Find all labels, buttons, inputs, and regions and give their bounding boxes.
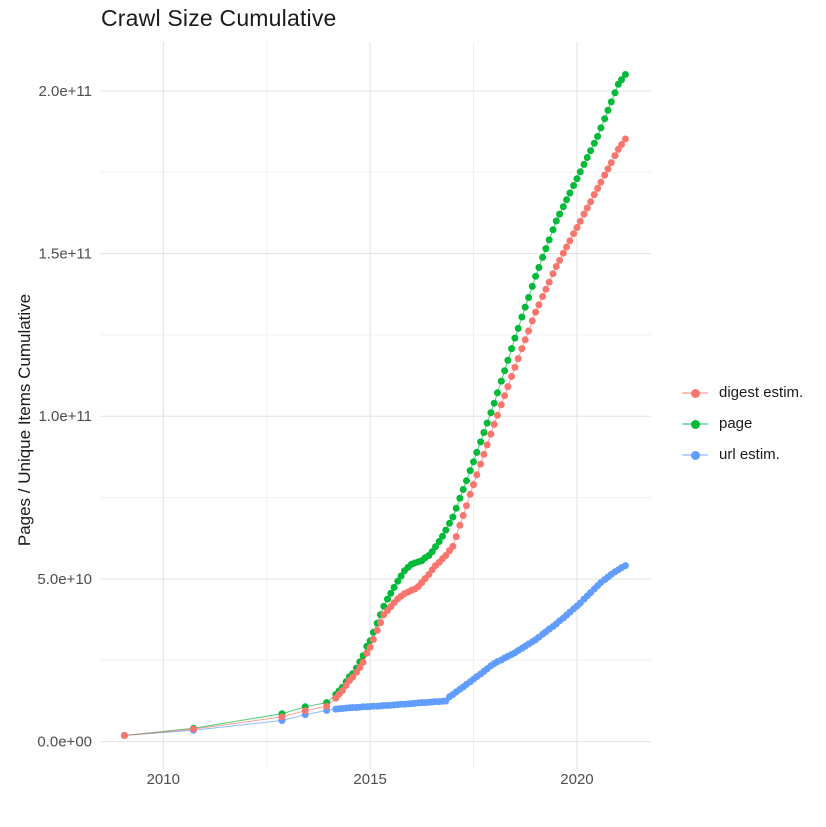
legend-item-digest-estim: digest estim. [682,377,803,408]
legend-item-page: page [682,408,803,439]
y-tick-label: 5.0e+10 [37,571,92,588]
legend-item-url-estim: url estim. [682,439,803,470]
y-tick-label: 2.0e+11 [38,83,92,100]
legend-label-url-estim: url estim. [719,446,780,463]
legend-label-page: page [719,415,753,432]
legend-label-digest-estim: digest estim. [719,384,804,401]
x-tick-label: 2015 [353,771,386,788]
chart-title: Crawl Size Cumulative [101,5,337,31]
axis-tick-labels: 0.0e+00 5.0e+10 1.0e+11 1.5e+11 2.0e+11 2010 2… [37,83,593,788]
grid-minor [100,42,651,769]
grid-major [100,42,651,769]
y-axis-title: Pages / Unique Items Cumulative [15,293,34,547]
legend-key-url-icon [682,448,708,462]
legend-key-digest-icon [682,386,708,400]
x-tick-label: 2010 [147,771,180,788]
series-url-estim [120,562,629,739]
x-tick-label: 2020 [560,771,593,788]
y-tick-label: 1.5e+11 [38,246,92,263]
legend: digest estim. page url estim. [682,377,803,470]
y-tick-label: 1.0e+11 [38,408,92,425]
y-tick-label: 0.0e+00 [37,734,92,751]
legend-key-page-icon [682,417,708,431]
series-digest-estim [120,135,629,739]
